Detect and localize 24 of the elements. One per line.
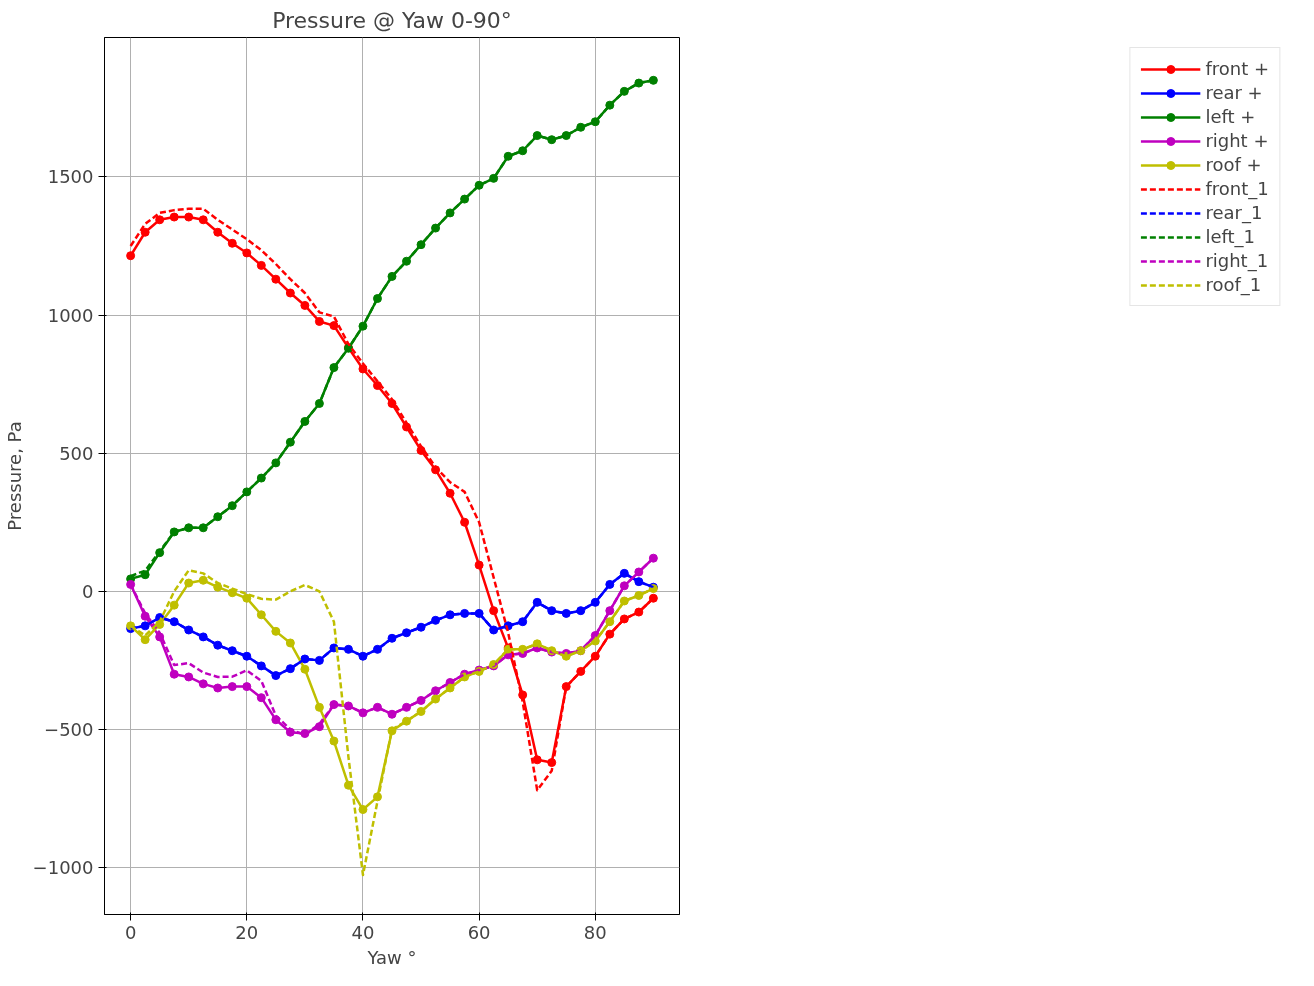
y-axis-title: Pressure, Pa	[3, 421, 25, 531]
y-tick-label: 500	[59, 442, 94, 464]
y-tick-label: 1000	[47, 304, 94, 326]
legend-label: roof_1	[1205, 274, 1262, 295]
x-tick-label: 20	[235, 921, 259, 943]
y-tick-label: 0	[82, 580, 94, 602]
x-tick-label: 0	[124, 921, 137, 943]
x-tick-label: 40	[351, 921, 375, 943]
y-tick-label: −500	[44, 718, 94, 740]
legend-label: roof +	[1205, 154, 1262, 175]
legend-label: rear_1	[1205, 202, 1263, 223]
legend-label: right_1	[1205, 250, 1269, 271]
legend-label: front +	[1205, 58, 1269, 79]
legend-label: left +	[1205, 106, 1256, 127]
legend-label: front_1	[1205, 178, 1269, 199]
legend-label: right +	[1205, 130, 1269, 151]
x-axis-title: Yaw °	[366, 946, 417, 968]
x-tick-label: 80	[583, 921, 607, 943]
legend-label: rear +	[1205, 82, 1263, 103]
x-tick-label: 60	[467, 921, 491, 943]
y-tick-label: 1500	[47, 166, 94, 188]
legend-label: left_1	[1205, 226, 1255, 247]
y-tick-label: −1000	[32, 857, 94, 879]
chart-title: Pressure @ Yaw 0-90°	[272, 7, 512, 33]
